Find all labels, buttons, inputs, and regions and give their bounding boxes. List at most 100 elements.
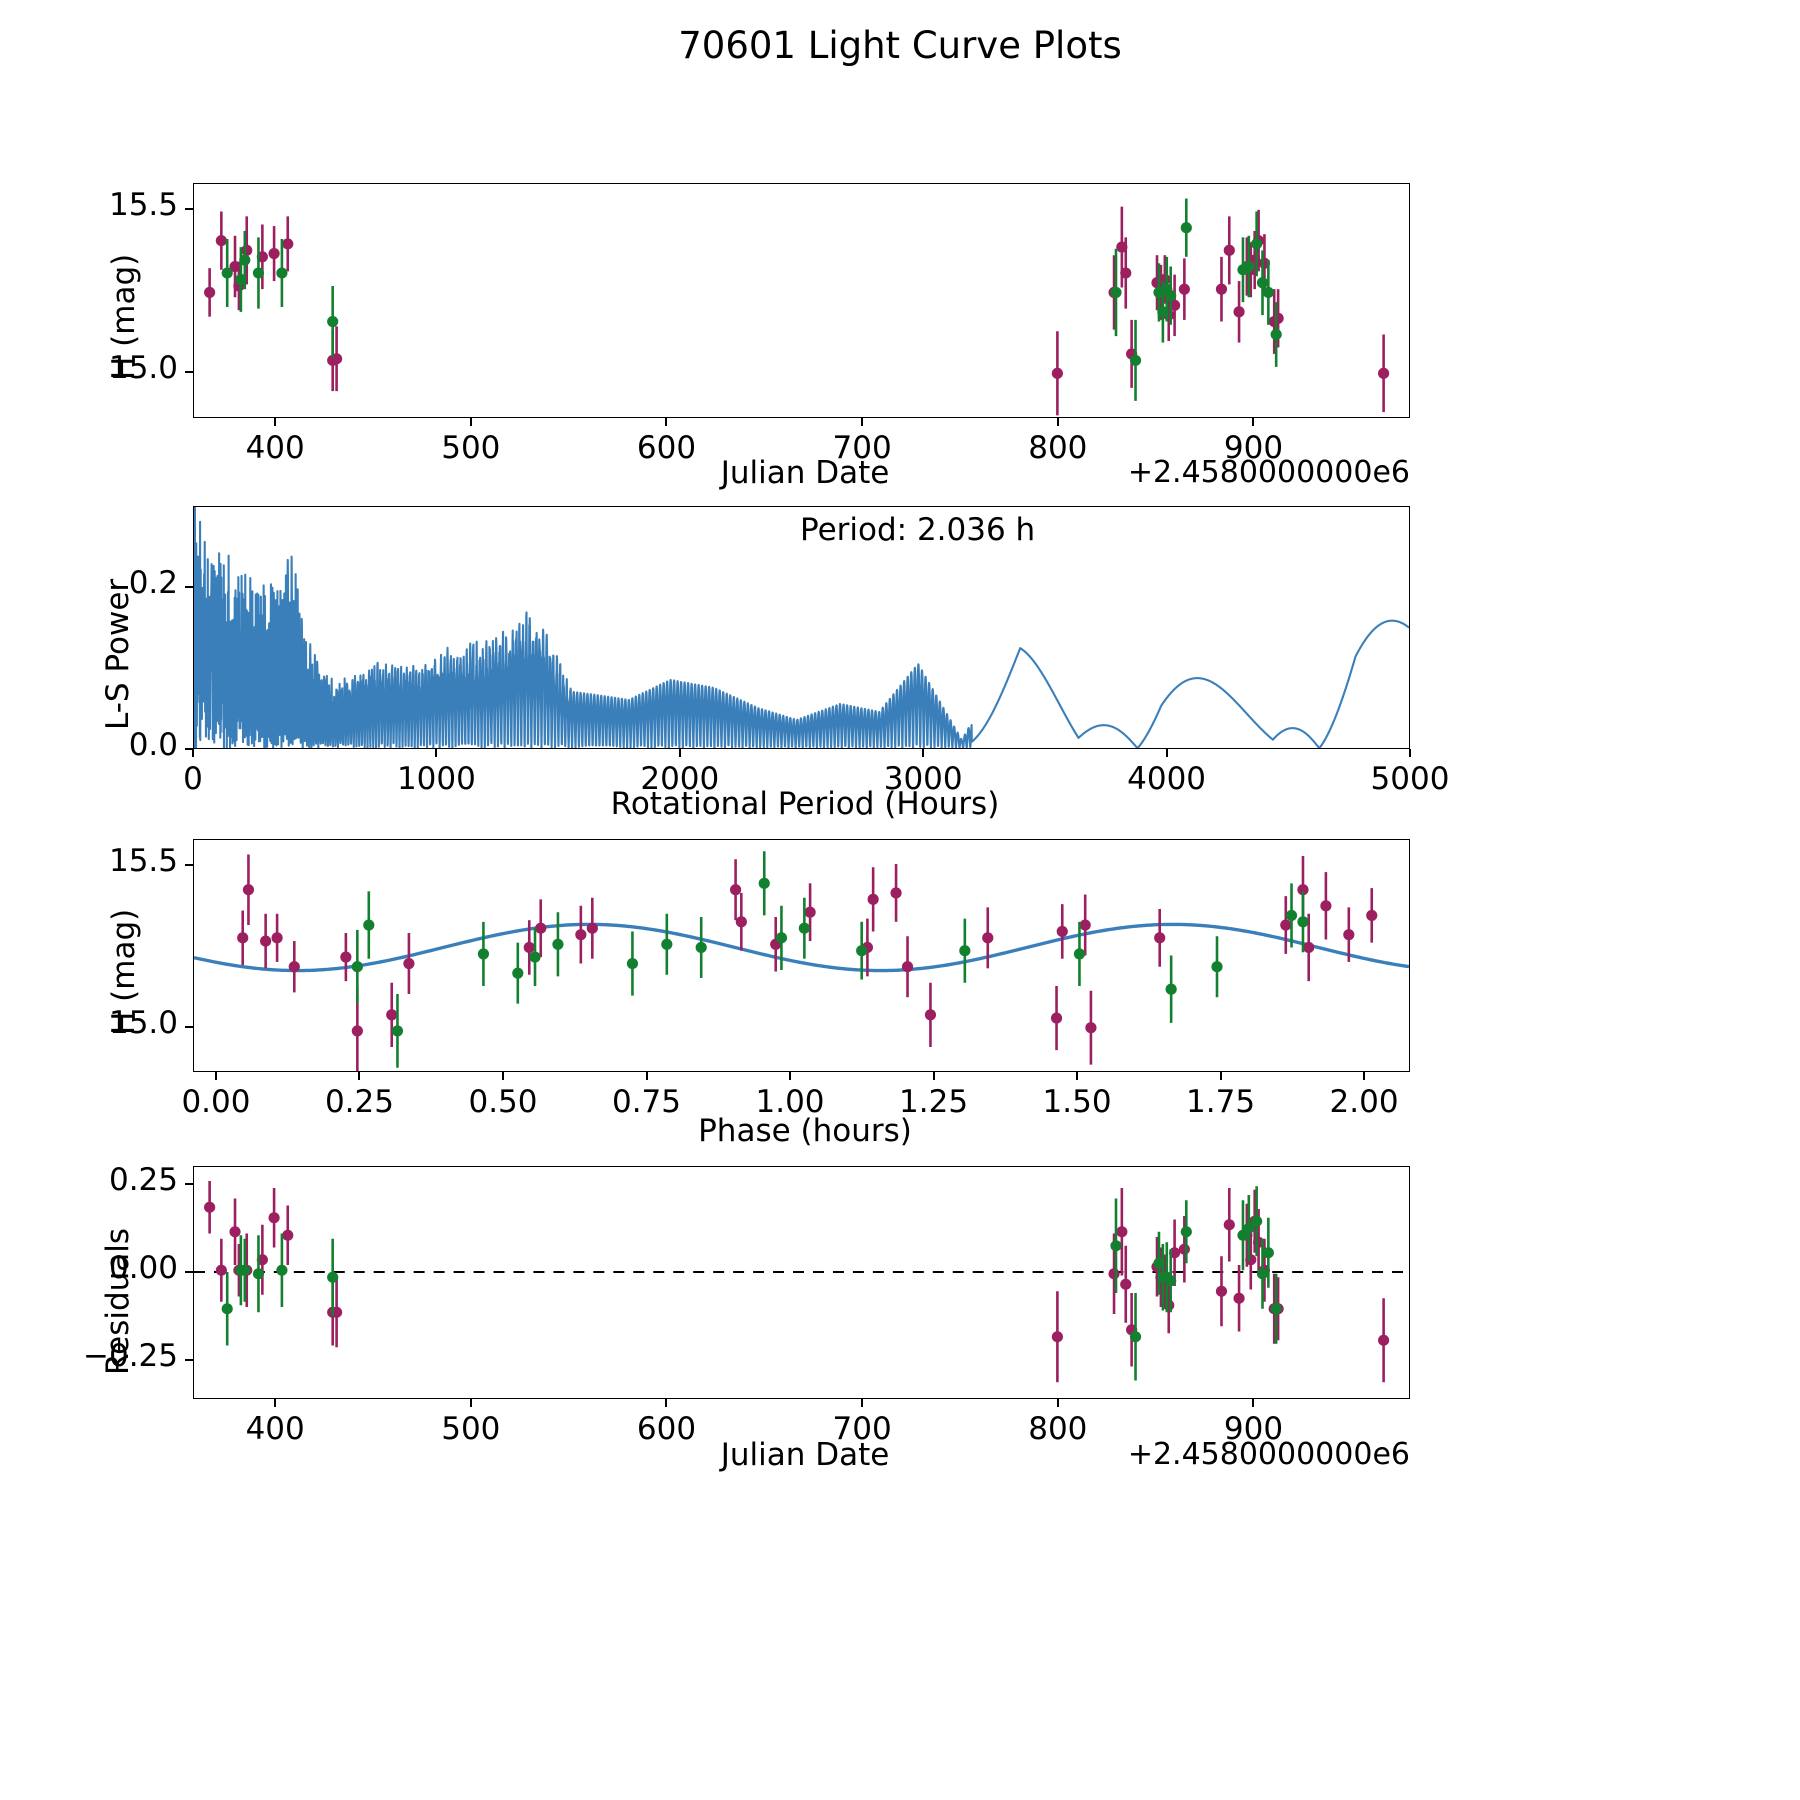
data-point bbox=[237, 932, 249, 944]
data-point bbox=[1378, 1334, 1390, 1346]
residuals-axes bbox=[193, 1166, 1410, 1399]
data-point bbox=[276, 267, 288, 279]
lightcurve-xlabel: Julian Date bbox=[720, 455, 890, 491]
data-point bbox=[1108, 1268, 1120, 1280]
x-tick-label: 600 bbox=[636, 1411, 697, 1447]
x-tick-mark bbox=[789, 1072, 792, 1080]
periodogram-ylabel: L-S Power bbox=[100, 578, 136, 730]
data-point bbox=[1270, 1303, 1282, 1315]
data-point bbox=[204, 1201, 216, 1213]
data-point bbox=[1178, 1243, 1190, 1255]
data-point bbox=[1320, 900, 1332, 912]
y-tick-mark bbox=[185, 863, 193, 866]
x-tick-label: 5000 bbox=[1370, 761, 1450, 797]
x-tick-mark bbox=[861, 418, 864, 426]
x-tick-label: 2000 bbox=[640, 761, 720, 797]
data-point bbox=[282, 1229, 294, 1241]
x-tick-mark bbox=[1409, 749, 1411, 757]
data-point bbox=[1256, 277, 1269, 289]
data-point bbox=[804, 906, 816, 918]
data-point bbox=[552, 938, 564, 950]
data-point bbox=[1180, 222, 1192, 234]
data-point bbox=[1256, 1268, 1269, 1280]
y-tick-mark bbox=[185, 1182, 193, 1185]
data-point bbox=[327, 1271, 339, 1283]
data-series-series_a bbox=[237, 854, 1378, 1071]
data-point bbox=[1154, 932, 1166, 944]
x-tick-label: 700 bbox=[832, 430, 892, 466]
data-point bbox=[215, 1264, 227, 1276]
data-point bbox=[1366, 909, 1378, 921]
x-tick-mark bbox=[1076, 1072, 1079, 1080]
x-tick-label: 0.25 bbox=[324, 1084, 394, 1120]
y-tick-label: 15.5 bbox=[108, 842, 178, 879]
data-point bbox=[798, 922, 810, 934]
data-point bbox=[252, 1268, 265, 1280]
x-tick-label: 600 bbox=[636, 430, 697, 466]
data-point bbox=[239, 1264, 251, 1276]
data-point bbox=[1297, 884, 1309, 896]
x-tick-mark bbox=[1363, 1072, 1366, 1080]
x-tick-mark bbox=[192, 749, 194, 757]
y-tick-mark bbox=[185, 208, 193, 211]
lightcurve-x-offset-text: +2.4580000000e6 bbox=[1127, 455, 1410, 490]
data-point bbox=[1233, 306, 1245, 318]
data-point bbox=[327, 315, 339, 328]
data-point bbox=[982, 932, 994, 944]
data-point bbox=[1343, 929, 1355, 941]
y-tick-mark bbox=[185, 371, 193, 374]
data-point bbox=[260, 935, 272, 947]
x-tick-mark bbox=[665, 418, 668, 426]
x-tick-mark bbox=[469, 418, 472, 426]
data-point bbox=[1223, 1219, 1235, 1231]
data-point bbox=[1129, 354, 1142, 366]
residuals-x-offset-text: +2.4580000000e6 bbox=[1127, 1437, 1410, 1472]
data-point bbox=[1178, 283, 1190, 295]
x-tick-label: 800 bbox=[1028, 430, 1088, 466]
data-point bbox=[1270, 328, 1282, 341]
data-point bbox=[959, 945, 971, 957]
y-tick-label: 0.00 bbox=[108, 1249, 178, 1286]
data-point bbox=[1050, 1012, 1063, 1024]
data-point bbox=[268, 1212, 280, 1224]
phased-xlabel: Phase (hours) bbox=[698, 1113, 912, 1149]
phased-axes bbox=[193, 839, 1410, 1072]
x-tick-label: 800 bbox=[1028, 1411, 1088, 1447]
data-point bbox=[695, 941, 707, 954]
data-point bbox=[758, 877, 770, 889]
y-tick-mark bbox=[185, 1359, 193, 1362]
data-point bbox=[1303, 941, 1315, 954]
x-tick-label: 400 bbox=[245, 430, 305, 466]
x-tick-label: 1000 bbox=[396, 761, 476, 797]
x-tick-mark bbox=[435, 749, 438, 757]
data-point bbox=[1215, 1285, 1228, 1297]
x-tick-label: 1.50 bbox=[1042, 1084, 1112, 1120]
x-tick-mark bbox=[358, 1072, 361, 1080]
data-point bbox=[1165, 290, 1177, 302]
data-point bbox=[1051, 367, 1063, 379]
period-annotation: Period: 2.036 h bbox=[800, 512, 1036, 548]
data-point bbox=[1116, 1226, 1128, 1238]
data-point bbox=[1110, 1240, 1122, 1252]
data-point bbox=[1297, 916, 1309, 928]
x-tick-mark bbox=[645, 1072, 648, 1080]
x-tick-label: 0.50 bbox=[468, 1084, 538, 1120]
data-point bbox=[1245, 1254, 1257, 1266]
x-tick-mark bbox=[501, 1072, 504, 1080]
data-point bbox=[1079, 919, 1091, 931]
data-point bbox=[363, 919, 375, 931]
data-point bbox=[586, 922, 598, 934]
y-tick-label: −0.25 bbox=[83, 1338, 178, 1375]
data-point bbox=[1251, 238, 1263, 250]
x-tick-mark bbox=[1252, 418, 1255, 426]
data-point bbox=[477, 948, 490, 960]
data-point bbox=[252, 267, 265, 279]
x-tick-label: 0.00 bbox=[181, 1084, 251, 1120]
data-point bbox=[391, 1025, 404, 1037]
x-tick-mark bbox=[214, 1072, 217, 1080]
data-point bbox=[239, 254, 251, 266]
x-tick-mark bbox=[932, 1072, 935, 1080]
x-tick-label: 0.75 bbox=[611, 1084, 682, 1120]
data-point bbox=[1272, 312, 1284, 324]
data-point bbox=[1223, 244, 1235, 256]
